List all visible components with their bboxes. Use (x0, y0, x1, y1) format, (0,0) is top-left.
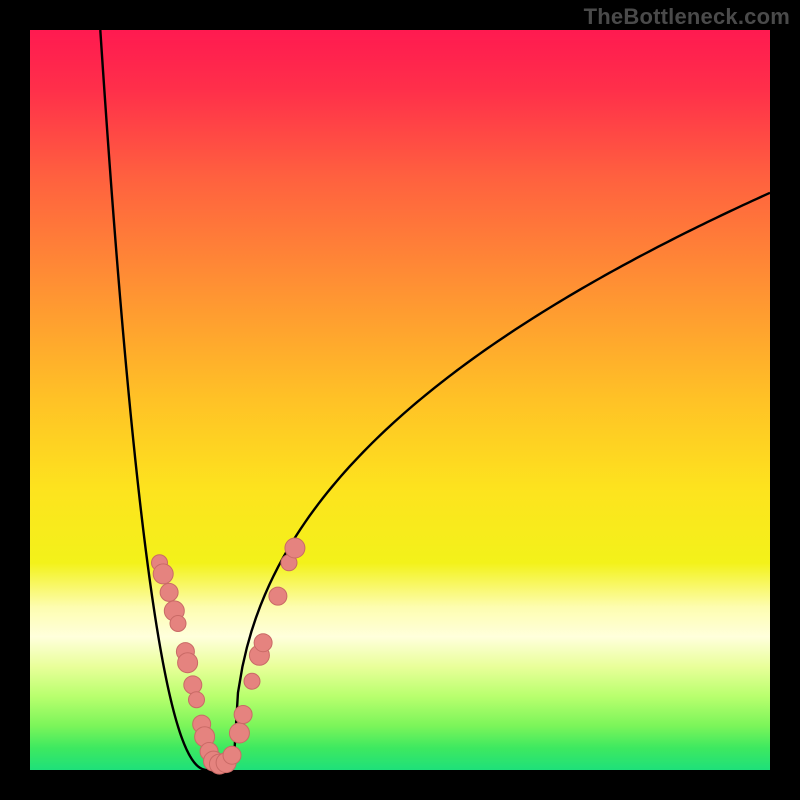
watermark-text: TheBottleneck.com (584, 4, 790, 30)
data-marker (178, 653, 198, 673)
data-marker (184, 676, 202, 694)
data-marker (254, 634, 272, 652)
data-marker (269, 587, 287, 605)
data-marker (285, 538, 305, 558)
plot-background (30, 30, 770, 770)
data-marker (153, 564, 173, 584)
data-marker (170, 615, 186, 631)
chart-svg (0, 0, 800, 800)
data-marker (160, 583, 178, 601)
data-marker (223, 746, 241, 764)
data-marker (234, 706, 252, 724)
chart-container: { "watermark": { "text": "TheBottleneck.… (0, 0, 800, 800)
data-marker (229, 723, 249, 743)
data-marker (244, 673, 260, 689)
data-marker (189, 692, 205, 708)
